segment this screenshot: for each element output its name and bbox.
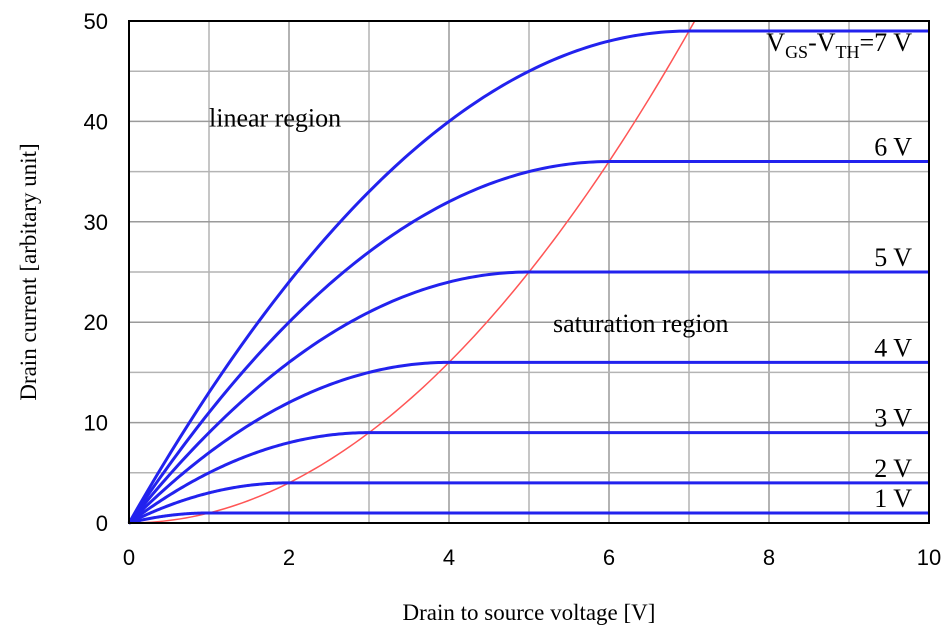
curve-label-vov-5: 5 V	[874, 243, 912, 272]
y-tick-label: 10	[84, 411, 108, 436]
curve-label-vov-2: 2 V	[874, 454, 912, 483]
iv-curve-vov-2	[128, 481, 929, 525]
iv-curve-vov-5	[127, 270, 929, 524]
region-annotation: linear region	[209, 103, 341, 132]
x-tick-label: 10	[917, 545, 941, 570]
x-tick-label: 2	[283, 545, 295, 570]
iv-curve-vov-3	[128, 431, 929, 525]
plot-frame	[128, 20, 930, 524]
saturation-boundary-curve	[128, 20, 696, 524]
y-axis-label: Drain current [arbitary unit]	[16, 143, 41, 400]
x-tick-label: 0	[123, 545, 135, 570]
curve-label-vov-4: 4 V	[874, 333, 912, 362]
iv-curves	[127, 29, 929, 525]
iv-curve-vov-1	[128, 511, 929, 525]
x-tick-label: 8	[763, 545, 775, 570]
curve-label-vov-1: 1 V	[874, 484, 912, 513]
y-tick-label: 50	[84, 9, 108, 34]
annotations: linear region saturation region	[209, 103, 728, 338]
y-tick-label: 30	[84, 210, 108, 235]
y-tick-label: 0	[96, 511, 108, 536]
iv-curve-vov-4	[127, 360, 929, 525]
curve-label-vov-3: 3 V	[874, 404, 912, 433]
x-axis-ticks: 0 2 4 6 8 10	[123, 545, 941, 570]
region-annotation: saturation region	[553, 309, 728, 338]
iv-curve-vov-7	[127, 29, 929, 524]
y-tick-label: 20	[84, 310, 108, 335]
y-tick-label: 40	[84, 109, 108, 134]
x-tick-label: 6	[603, 545, 615, 570]
saturation-boundary-curve-group	[128, 20, 696, 524]
curve-label-vov-7: VGS-VTH=7 V	[766, 28, 912, 62]
curve-labels: 1 V2 V 3 V 4 V 5 V 6 V VGS-VTH=7 V	[766, 28, 912, 513]
x-axis-label: Drain to source voltage [V]	[403, 600, 656, 625]
x-tick-label: 4	[443, 545, 455, 570]
y-axis-ticks: 0 10 20 30 40 50	[84, 9, 108, 536]
iv-curve-vov-6	[127, 160, 929, 524]
curve-label-vov-6: 6 V	[874, 133, 912, 162]
